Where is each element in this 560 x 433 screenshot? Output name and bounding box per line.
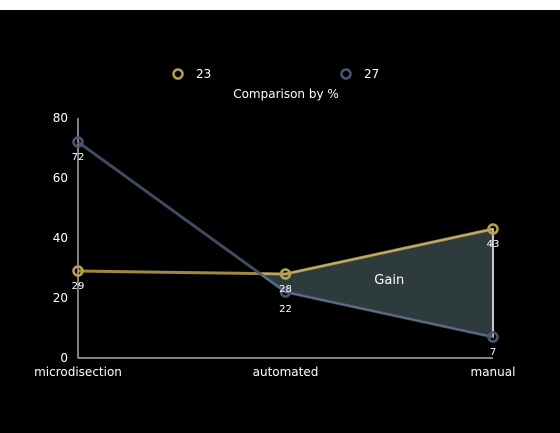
x-tick-label: microdisection [34, 365, 122, 379]
chart-title: Comparison by % [233, 87, 339, 101]
data-label: 72 [72, 152, 85, 163]
series-line-2 [77, 140, 494, 339]
series-layer [72, 136, 499, 343]
data-label: 29 [72, 281, 85, 292]
line-chart: 23 27 Comparison by % 0 20 40 60 80 microdis… [34, 67, 515, 379]
data-point[interactable] [279, 286, 292, 298]
x-tick-label: manual [471, 365, 516, 379]
y-axis-ticks: 0 20 40 60 80 [53, 111, 68, 365]
legend-item-series-1[interactable]: 23 [172, 67, 212, 81]
legend-label-series-2: 27 [364, 67, 379, 81]
legend: 23 27 [172, 67, 380, 81]
chart-frame: 23 27 Comparison by % 0 20 40 60 80 microdis… [0, 10, 560, 433]
data-label: 28 [279, 284, 292, 295]
data-point[interactable] [279, 268, 292, 280]
data-label: 43 [487, 239, 500, 250]
legend-label-series-1: 23 [196, 67, 211, 81]
data-point[interactable] [487, 223, 499, 235]
legend-marker-series-1 [172, 68, 184, 80]
data-point[interactable] [72, 265, 84, 277]
series-line-1 [77, 227, 494, 276]
data-labels: 29 28 43 72 22 7 [72, 152, 500, 358]
data-label: 7 [490, 347, 496, 358]
data-point[interactable] [72, 136, 84, 148]
x-axis-ticks: microdisection automated manual [34, 365, 515, 379]
legend-item-series-2[interactable]: 27 [340, 67, 380, 81]
gain-label: Gain [374, 273, 404, 288]
data-label: 22 [279, 304, 292, 315]
data-point[interactable] [487, 331, 499, 343]
x-tick-label: automated [253, 365, 319, 379]
y-tick-label: 80 [53, 111, 68, 125]
y-tick-label: 60 [53, 171, 68, 185]
y-tick-label: 20 [53, 291, 68, 305]
y-tick-label: 0 [60, 351, 68, 365]
legend-marker-series-2 [340, 68, 352, 80]
y-tick-label: 40 [53, 231, 68, 245]
